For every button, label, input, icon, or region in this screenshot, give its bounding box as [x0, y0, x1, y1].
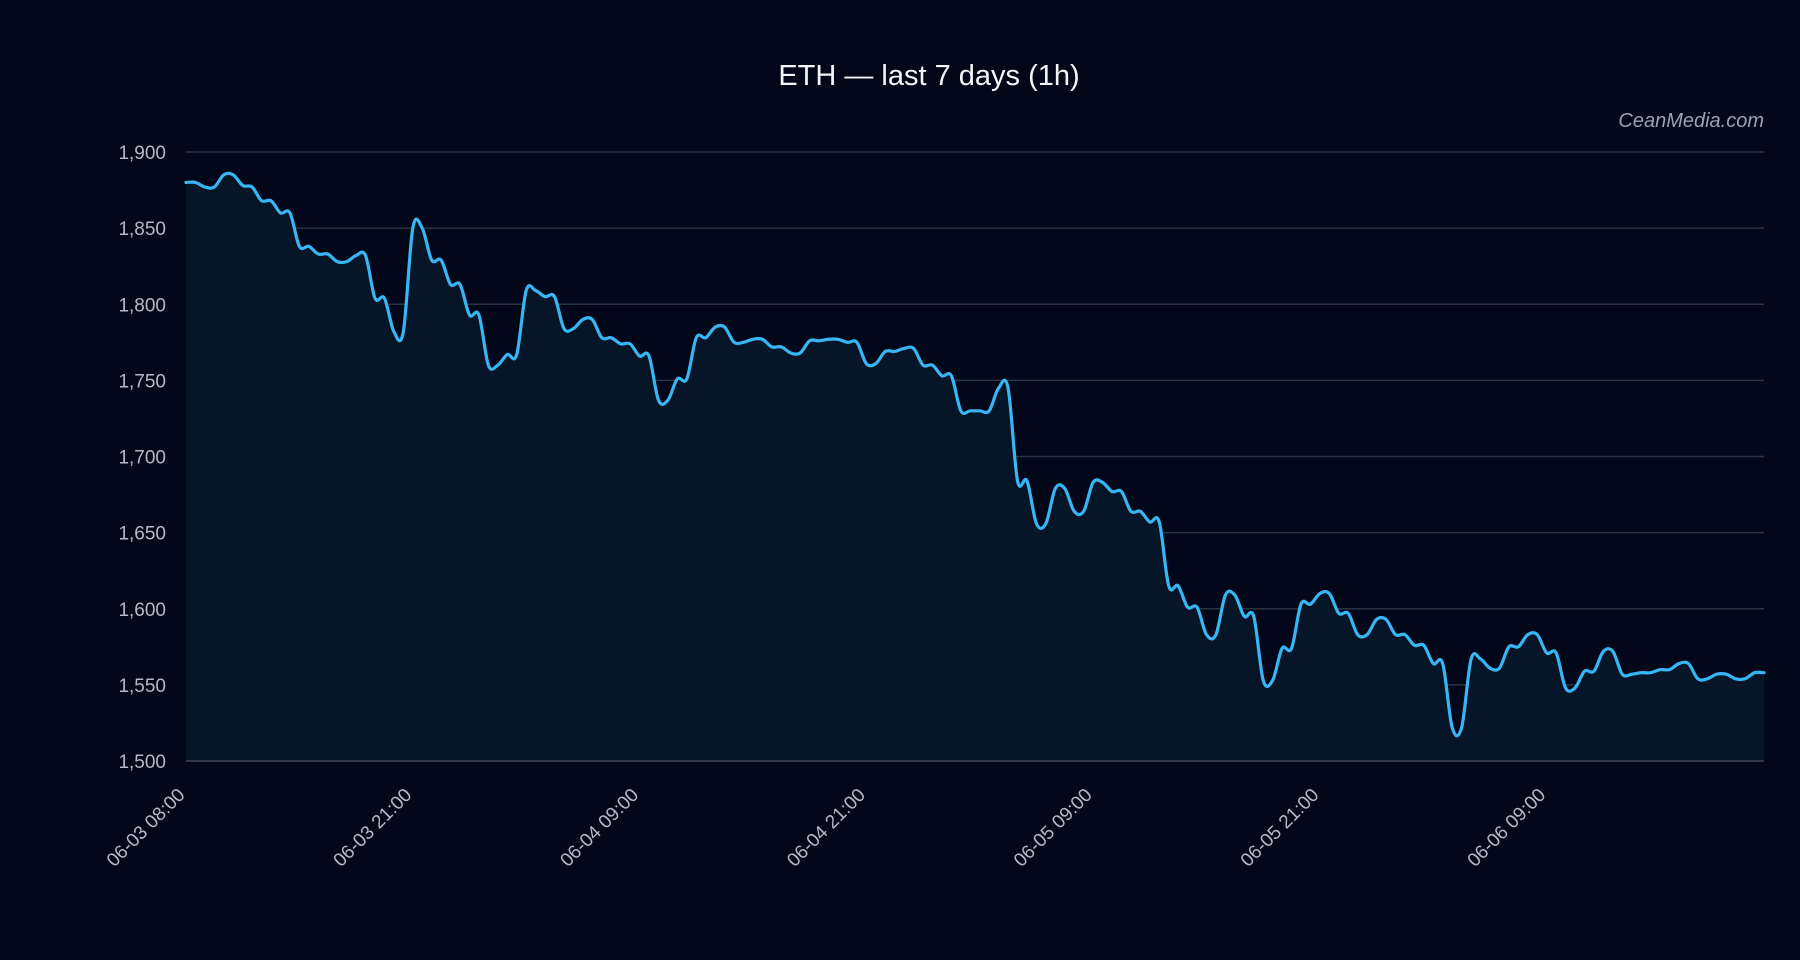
y-tick-label: 1,550 [118, 676, 166, 697]
y-tick-label: 1,750 [118, 371, 166, 392]
y-tick-label: 1,700 [118, 448, 166, 469]
y-tick-label: 1,850 [118, 219, 166, 240]
watermark-text: CeanMedia.com [1618, 110, 1764, 132]
y-tick-label: 1,900 [118, 143, 166, 164]
y-tick-label: 1,500 [118, 752, 166, 773]
chart-title: ETH — last 7 days (1h) [778, 60, 1079, 92]
y-tick-label: 1,650 [118, 524, 166, 545]
price-line [184, 171, 1766, 738]
y-tick-label: 1,600 [118, 600, 166, 621]
price-area-fill [186, 173, 1764, 761]
y-tick-label: 1,800 [118, 295, 166, 316]
y-axis: 1,500 1,550 1,600 1,650 1,700 1,750 1,800 1,850… [118, 143, 166, 773]
